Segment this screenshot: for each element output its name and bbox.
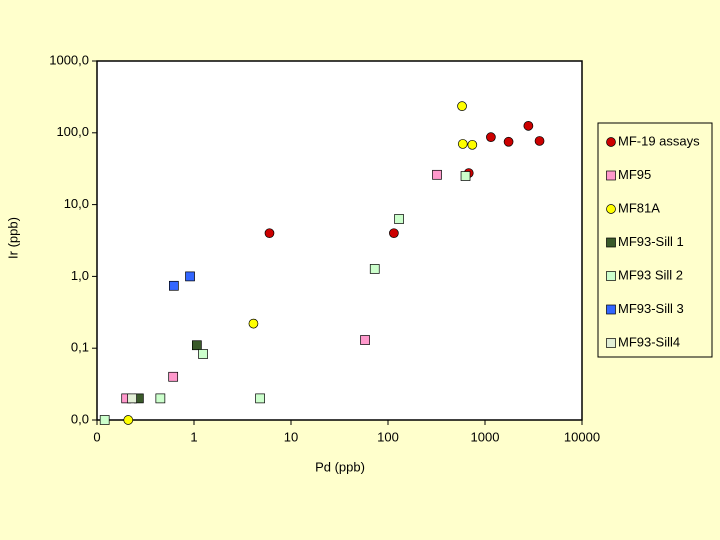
legend-marker [606, 338, 616, 348]
point [264, 228, 275, 239]
point [169, 280, 179, 291]
point [460, 171, 471, 181]
legend-label: MF93 Sill 2 [618, 267, 683, 282]
point [523, 120, 534, 131]
point [248, 318, 259, 329]
point [534, 136, 545, 146]
x-tick-label: 1 [190, 429, 197, 444]
y-tick-label: 0,0 [71, 411, 89, 426]
x-tick-label: 0 [93, 429, 100, 444]
point [360, 335, 370, 345]
point [503, 136, 514, 147]
point [127, 393, 137, 404]
legend-label: MF93-Sill4 [618, 334, 680, 349]
y-tick-label: 1000,0 [49, 52, 89, 67]
y-tick-label: 0,1 [71, 340, 89, 355]
point [168, 371, 179, 382]
legend-marker [606, 170, 616, 181]
y-tick-label: 1,0 [71, 268, 89, 283]
point [394, 214, 404, 224]
point [432, 169, 442, 180]
point [99, 415, 110, 425]
point [155, 393, 166, 404]
plot-area [96, 60, 583, 421]
point [198, 349, 208, 359]
point [457, 101, 467, 112]
legend-marker [606, 137, 616, 147]
legend-box [597, 122, 713, 358]
legend-label: MF81A [618, 200, 660, 215]
y-axis-label: Ir (ppb) [5, 217, 20, 259]
legend-marker [606, 304, 616, 315]
point [369, 264, 380, 274]
x-tick-label: 10000 [564, 429, 600, 444]
x-axis-label: Pd (ppb) [315, 459, 365, 474]
y-tick-label: 10,0 [64, 196, 89, 211]
legend-marker [606, 237, 616, 248]
legend-label: MF93-Sill 3 [618, 301, 684, 316]
x-tick-label: 100 [377, 429, 399, 444]
point [255, 393, 265, 404]
legend-marker [606, 204, 616, 214]
point [389, 228, 399, 239]
point [123, 415, 134, 425]
point [185, 271, 195, 282]
point [192, 340, 202, 351]
point [467, 139, 478, 150]
legend-label: MF95 [618, 167, 651, 182]
y-tick-label: 100,0 [56, 124, 89, 139]
legend-label: MF93-Sill 1 [618, 234, 684, 249]
x-tick-label: 1000 [471, 429, 500, 444]
x-tick-label: 10 [284, 429, 298, 444]
point [457, 139, 468, 149]
legend-marker [606, 271, 616, 281]
point [486, 132, 496, 142]
legend-label: MF-19 assays [618, 133, 700, 148]
